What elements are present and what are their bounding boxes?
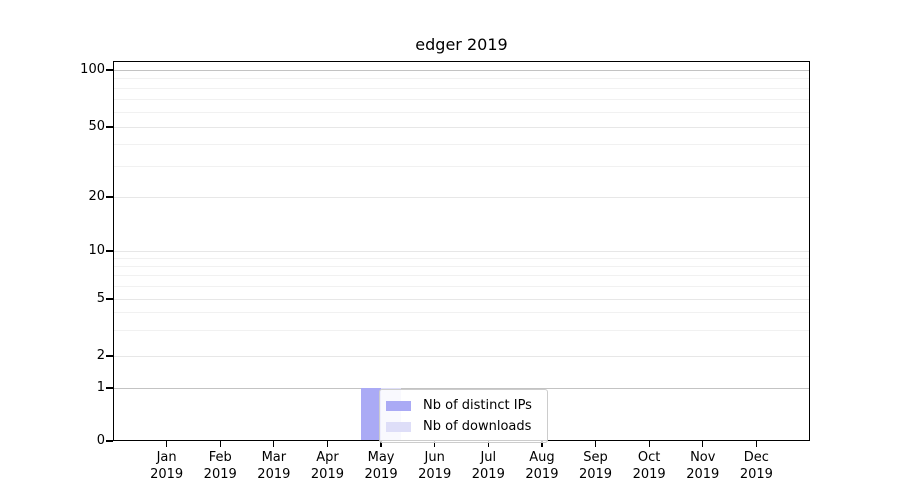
grid-line-minor	[114, 330, 809, 332]
y-axis-tick-mark	[106, 355, 113, 357]
x-axis-tick-label: Sep 2019	[566, 449, 626, 483]
grid-line-minor	[114, 312, 809, 314]
year-label: 2019	[471, 467, 505, 482]
month-label: Aug	[529, 450, 555, 465]
grid-line-minor	[114, 78, 809, 80]
year-label: 2019	[739, 467, 773, 482]
x-axis-tick-mark	[594, 441, 597, 447]
x-axis-tick-mark	[434, 441, 436, 447]
x-axis-tick-label: Dec 2019	[726, 449, 786, 483]
grid-line-minor	[114, 285, 809, 287]
y-axis-tick-label: 5	[96, 291, 105, 306]
month-label: Nov	[690, 450, 716, 465]
grid-line-minor	[114, 265, 809, 267]
legend-label-distinct-ips: Nb of distinct IPs	[423, 398, 532, 413]
x-axis-tick-mark	[273, 441, 275, 447]
x-axis-tick-label: Mar 2019	[244, 449, 304, 483]
legend-item-downloads: Nb of downloads	[386, 416, 538, 437]
month-label: May	[367, 450, 395, 465]
y-axis-tick-mark	[106, 440, 113, 442]
y-axis-tick-label: 2	[96, 348, 105, 363]
legend-swatch-distinct-ips	[386, 400, 411, 411]
y-axis-tick-label: 10	[88, 243, 105, 258]
bar-distinct-ips	[361, 388, 382, 441]
x-axis-tick-mark	[648, 441, 650, 447]
legend: Nb of distinct IPs Nb of downloads	[379, 389, 548, 443]
grid-line-minor	[114, 111, 809, 113]
grid-line	[114, 196, 809, 198]
y-axis-tick-label: 100	[80, 62, 105, 77]
y-axis-tick-mark	[106, 126, 113, 128]
month-label: Feb	[208, 450, 232, 465]
grid-line-minor	[114, 165, 809, 167]
year-label: 2019	[150, 467, 184, 482]
grid-line	[114, 387, 809, 389]
y-axis-tick-mark	[106, 387, 113, 389]
y-axis-tick-label: 50	[88, 119, 105, 134]
x-axis-tick-label: Oct 2019	[619, 449, 679, 483]
x-axis-tick-mark	[326, 441, 329, 447]
legend-swatch-downloads	[386, 421, 411, 432]
plot-area	[113, 61, 810, 441]
y-axis-tick-label: 20	[88, 189, 105, 204]
grid-line-minor	[114, 257, 809, 259]
chart-title: edger 2019	[415, 35, 508, 54]
grid-line-minor	[114, 143, 809, 145]
x-axis-tick-mark	[702, 441, 704, 447]
legend-item-distinct-ips: Nb of distinct IPs	[386, 395, 538, 416]
x-axis-tick-label: Jun 2019	[405, 449, 465, 483]
x-axis-tick-label: Aug 2019	[512, 449, 572, 483]
y-axis-tick-mark	[106, 298, 113, 300]
x-axis-tick-mark	[165, 441, 168, 447]
y-axis-tick-label: 1	[96, 380, 105, 395]
y-axis-tick-mark	[106, 69, 113, 71]
x-axis-tick-mark	[755, 441, 758, 447]
year-label: 2019	[203, 467, 237, 482]
year-label: 2019	[418, 467, 452, 482]
year-label: 2019	[257, 467, 291, 482]
month-label: Sep	[583, 450, 608, 465]
year-label: 2019	[632, 467, 666, 482]
year-label: 2019	[364, 467, 398, 482]
grid-line	[114, 126, 809, 128]
month-label: Oct	[637, 450, 661, 465]
x-axis-tick-mark	[541, 441, 543, 447]
month-label: Jul	[480, 450, 497, 465]
month-label: Apr	[316, 450, 339, 465]
month-label: Mar	[261, 450, 287, 465]
month-label: Dec	[743, 450, 769, 465]
x-axis-tick-mark	[219, 441, 221, 447]
x-axis-tick-label: Jan 2019	[137, 449, 197, 483]
grid-line-minor	[114, 87, 809, 89]
grid-line-minor	[114, 275, 809, 277]
x-axis-tick-label: May 2019	[351, 449, 411, 483]
grid-line	[114, 355, 809, 357]
month-label: Jan	[156, 450, 177, 465]
month-label: Jun	[424, 450, 445, 465]
x-axis-tick-label: Apr 2019	[297, 449, 357, 483]
year-label: 2019	[686, 467, 720, 482]
y-axis-tick-mark	[106, 196, 113, 198]
year-label: 2019	[578, 467, 613, 482]
grid-line	[114, 298, 809, 300]
grid-line-minor	[114, 98, 809, 100]
x-axis-tick-label: Jul 2019	[458, 449, 518, 483]
x-axis-tick-mark	[487, 441, 489, 447]
legend-label-downloads: Nb of downloads	[423, 419, 532, 434]
grid-line	[114, 69, 809, 71]
grid-line	[114, 250, 809, 252]
year-label: 2019	[310, 467, 344, 482]
y-axis-tick-label: 0	[96, 433, 105, 448]
year-label: 2019	[525, 467, 559, 482]
x-axis-tick-label: Nov 2019	[673, 449, 733, 483]
x-axis-tick-mark	[380, 441, 382, 447]
y-axis-tick-mark	[106, 250, 113, 252]
x-axis-tick-label: Feb 2019	[190, 449, 250, 483]
